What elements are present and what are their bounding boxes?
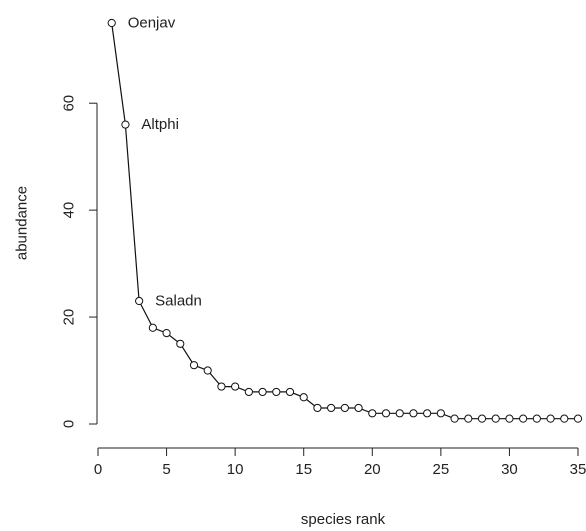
data-point (313, 403, 322, 413)
data-point (532, 414, 541, 423)
data-point (340, 403, 349, 413)
species-annotation: Altphi (141, 116, 179, 133)
data-point (217, 382, 226, 391)
x-tick-label: 15 (295, 461, 312, 478)
y-tick-label: 40 (61, 202, 78, 219)
data-point (505, 414, 514, 423)
y-axis-title: abundance (14, 186, 31, 260)
data-point (231, 382, 240, 391)
data-point (327, 403, 336, 413)
data-point (519, 414, 528, 423)
data-point (436, 409, 445, 418)
data-point (244, 387, 253, 397)
data-point (395, 409, 404, 418)
data-point (258, 387, 267, 397)
data-point (368, 409, 377, 418)
y-tick-label: 20 (61, 309, 78, 326)
data-point (299, 393, 308, 402)
data-point (423, 409, 432, 418)
data-point (464, 414, 473, 423)
data-point (409, 409, 418, 418)
data-point (354, 403, 363, 413)
data-point (189, 361, 199, 370)
species-annotation: Oenjav (128, 15, 176, 32)
x-tick-label: 25 (433, 461, 450, 478)
x-axis-title: species rank (301, 511, 386, 528)
y-tick-label: 0 (61, 420, 78, 428)
data-point (135, 296, 144, 306)
data-point (560, 414, 569, 423)
data-point (477, 414, 487, 423)
axes: 0 5 10 15 20 25 30 35 0 20 40 60 (61, 95, 586, 478)
data-point (573, 414, 583, 423)
y-tick-label: 60 (61, 95, 78, 112)
data-point (162, 329, 171, 338)
data-point (176, 339, 185, 348)
data-point (450, 414, 459, 423)
series-group (107, 18, 583, 423)
x-tick-label: 35 (570, 461, 586, 478)
x-tick-label: 0 (94, 461, 102, 478)
series-line (111, 22, 578, 420)
x-tick-label: 10 (227, 461, 244, 478)
data-point (272, 387, 281, 397)
x-tick-label: 5 (162, 461, 170, 478)
data-point (203, 366, 212, 375)
x-tick-label: 30 (501, 461, 518, 478)
data-point (121, 120, 130, 129)
labels-group: Oenjav Altphi Saladn (128, 15, 202, 310)
data-point (491, 414, 500, 423)
data-point (285, 387, 295, 397)
data-point (107, 18, 116, 28)
data-point (381, 409, 391, 418)
data-point (546, 414, 555, 423)
data-point (148, 323, 157, 332)
species-annotation: Saladn (155, 293, 202, 310)
x-tick-label: 20 (364, 461, 381, 478)
